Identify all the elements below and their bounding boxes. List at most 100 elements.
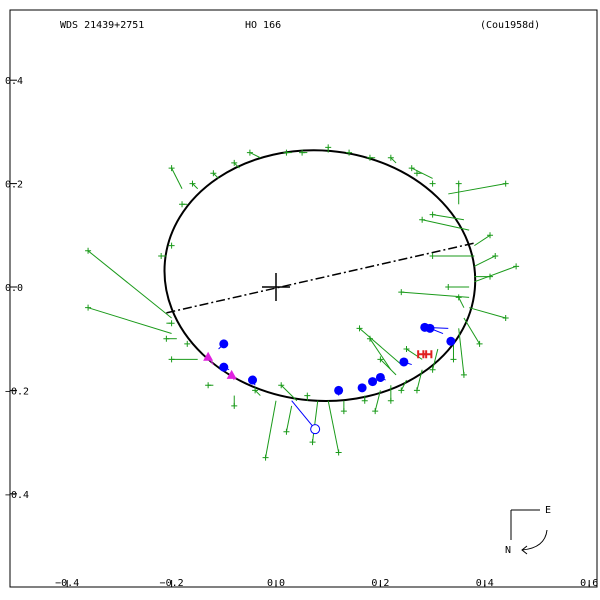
green-obs-point	[168, 165, 175, 172]
green-obs-point	[184, 340, 191, 347]
header-right: (Cou1958d)	[480, 20, 540, 31]
y-tick-label: −0.2	[5, 386, 29, 397]
green-residual-line	[458, 297, 465, 308]
y-axis-ticks: 0.4 0.2 0.0 −0.2 −0.4	[5, 76, 29, 501]
green-obs-point	[455, 180, 462, 187]
x-tick-label: −0.4	[55, 578, 79, 589]
x-tick-label: 0.4	[476, 578, 494, 589]
y-tick-label: 0.0	[5, 283, 23, 294]
green-obs-point	[429, 180, 436, 187]
green-obs-point	[429, 252, 436, 259]
compass-arrowhead	[521, 545, 528, 555]
plot-frame	[9, 9, 598, 588]
green-obs-point	[325, 144, 332, 151]
blue-obs-point	[375, 372, 385, 382]
green-obs-point	[487, 273, 494, 280]
blue-obs-point	[399, 357, 409, 367]
green-obs-point	[168, 320, 175, 327]
green-residual-line	[474, 255, 496, 267]
green-obs-point	[335, 449, 342, 456]
green-obs-point	[262, 454, 269, 461]
green-obs-point	[487, 232, 494, 239]
open-observations	[291, 400, 321, 435]
green-obs-point	[387, 397, 394, 404]
green-obs-point	[179, 201, 186, 208]
green-obs-point	[356, 325, 363, 332]
open-residual-line	[291, 400, 316, 430]
green-residual-line	[411, 167, 433, 179]
green-residual-line	[213, 172, 219, 179]
green-residual-line	[406, 348, 423, 360]
blue-obs-point	[357, 383, 367, 393]
green-residual-line	[192, 183, 199, 190]
blue-obs-point	[219, 339, 229, 349]
blue-observations	[218, 322, 456, 396]
green-residual-line	[390, 157, 397, 164]
green-obs-point	[346, 149, 353, 156]
green-residual-line	[359, 327, 402, 365]
green-residual-line	[474, 265, 517, 283]
green-obs-point	[366, 335, 373, 342]
red-obs-point	[422, 350, 433, 359]
green-obs-point	[163, 335, 170, 342]
green-obs-point	[398, 387, 405, 394]
x-tick-label: 0.6	[580, 578, 598, 589]
green-residual-line	[280, 384, 298, 402]
compass-rotation-arrow	[521, 529, 548, 551]
green-residual-line	[416, 369, 423, 391]
compass-north-label: N	[505, 545, 511, 556]
green-residual-line	[285, 405, 293, 432]
green-obs-point	[450, 356, 457, 363]
green-obs-point	[340, 408, 347, 415]
green-obs-point	[413, 170, 420, 177]
magenta-obs-point	[226, 369, 237, 379]
green-obs-point	[445, 284, 452, 290]
green-obs-point	[429, 366, 436, 373]
blue-obs-point	[334, 385, 344, 395]
green-obs-point	[299, 149, 306, 156]
green-obs-point	[429, 211, 436, 218]
green-obs-point	[413, 387, 420, 394]
primary-star-marker	[262, 273, 290, 301]
green-residual-line	[432, 214, 465, 221]
green-obs-point	[372, 408, 379, 415]
x-tick-label: 0.0	[267, 578, 285, 589]
green-obs-point	[246, 149, 253, 156]
green-obs-point	[492, 252, 499, 259]
blue-obs-point	[248, 375, 258, 385]
green-obs-point	[168, 242, 175, 249]
green-obs-point	[398, 289, 405, 296]
open-obs-point	[310, 424, 321, 435]
green-obs-point	[168, 356, 175, 363]
green-obs-point	[309, 439, 316, 446]
green-residual-line	[458, 328, 465, 375]
green-obs-point	[476, 340, 483, 347]
green-obs-point	[210, 170, 217, 177]
green-obs-point	[252, 387, 259, 394]
green-obs-point	[408, 165, 415, 172]
green-residual-line	[400, 379, 407, 391]
x-axis-ticks: −0.4 −0.2 0.0 0.2 0.4 0.6	[55, 578, 598, 589]
green-residual-line	[312, 400, 319, 443]
compass-east-label: E	[545, 505, 551, 516]
green-residual-line	[87, 307, 172, 335]
green-residual-line	[401, 291, 470, 298]
green-obs-point	[419, 216, 426, 223]
green-obs-point	[460, 371, 467, 378]
green-obs-point	[278, 382, 285, 389]
green-residual-line	[87, 250, 172, 319]
green-observations	[85, 144, 520, 461]
green-obs-point	[377, 356, 384, 363]
x-tick-label: 0.2	[371, 578, 389, 589]
green-residual-line	[432, 348, 439, 370]
green-residual-line	[265, 400, 277, 458]
orbit-ellipse	[163, 149, 477, 402]
compass: E N	[505, 505, 551, 556]
green-obs-point	[513, 263, 520, 270]
line-of-apsides	[166, 242, 475, 314]
y-tick-label: 0.2	[5, 180, 23, 191]
green-residual-line	[422, 219, 470, 231]
x-tick-label: −0.2	[160, 578, 184, 589]
red-observations	[417, 350, 433, 359]
